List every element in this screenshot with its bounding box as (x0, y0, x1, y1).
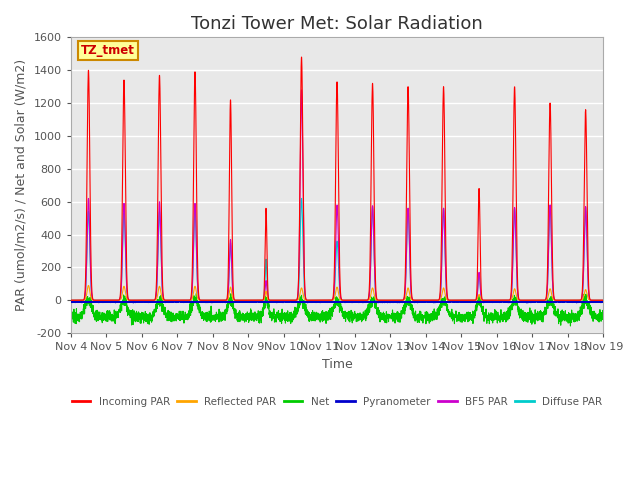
Text: TZ_tmet: TZ_tmet (81, 44, 135, 57)
Title: Tonzi Tower Met: Solar Radiation: Tonzi Tower Met: Solar Radiation (191, 15, 483, 33)
Legend: Incoming PAR, Reflected PAR, Net, Pyranometer, BF5 PAR, Diffuse PAR: Incoming PAR, Reflected PAR, Net, Pyrano… (67, 392, 607, 411)
Y-axis label: PAR (umol/m2/s) / Net and Solar (W/m2): PAR (umol/m2/s) / Net and Solar (W/m2) (15, 59, 28, 312)
X-axis label: Time: Time (322, 358, 353, 371)
